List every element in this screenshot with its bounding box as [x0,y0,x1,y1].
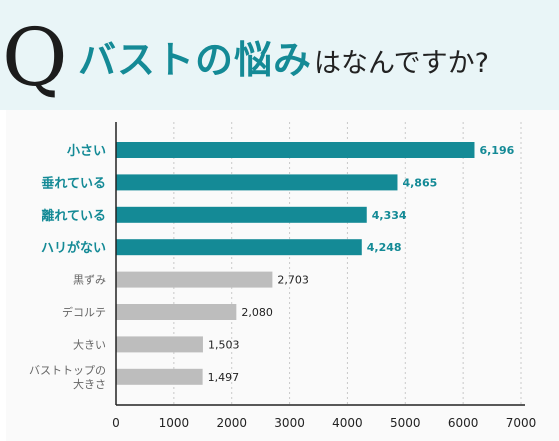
value-label: 4,248 [367,241,402,254]
question-header: Q バストの悩み はなんですか? [0,0,559,110]
x-tick-label: 4000 [332,416,363,430]
category-label: 小さい [67,144,106,159]
value-label: 2,703 [277,274,309,287]
bar [116,174,398,191]
value-label: 6,196 [479,144,514,157]
value-label: 1,503 [208,338,240,351]
question-title-rest: はなんですか? [314,48,489,79]
bar [116,271,273,288]
x-tick-label: 2000 [216,416,247,430]
category-label: 離れている [41,208,106,224]
category-label: バストトップの大きさ [29,364,106,391]
category-label: デコルテ [62,305,106,319]
category-label: 大きい [73,337,106,351]
value-label: 1,497 [208,371,240,384]
bar [116,304,237,320]
category-label: 垂れている [41,175,106,191]
q-mark: Q [2,11,68,104]
bar [116,142,475,158]
value-label: 4,865 [402,176,437,189]
bar [116,239,362,256]
x-tick-label: 5000 [390,416,421,430]
x-tick-label: 3000 [274,416,305,430]
category-label: ハリがない [41,240,106,256]
question-title-highlight: バストの悩み [78,38,313,82]
chart-panel [6,110,559,441]
bar [116,336,203,353]
category-label: 黒ずみ [73,274,106,287]
value-label: 4,334 [372,209,407,222]
bar [116,368,203,385]
x-tick-label: 1000 [159,416,190,430]
value-label: 2,080 [241,306,272,319]
x-tick-label: 7000 [506,416,537,430]
bar [116,206,367,223]
x-tick-label: 6000 [448,416,479,430]
x-tick-label: 0 [112,416,120,430]
